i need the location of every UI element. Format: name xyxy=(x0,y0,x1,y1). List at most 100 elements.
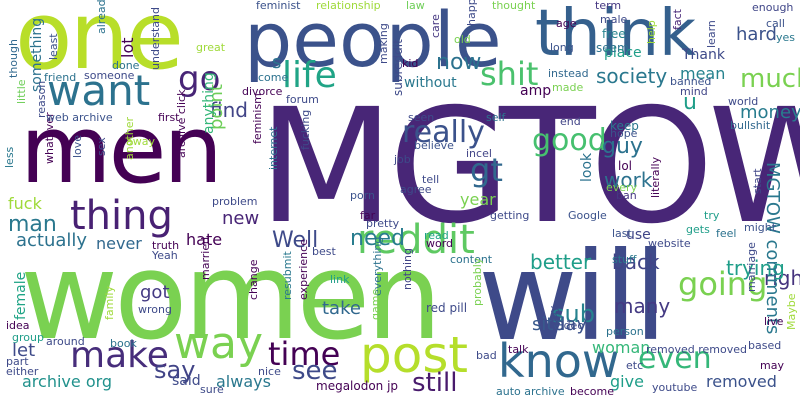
cloud-word: friend xyxy=(44,71,77,84)
cloud-word: male xyxy=(600,13,628,26)
cloud-word: let xyxy=(12,340,36,361)
cloud-word: book xyxy=(110,337,137,350)
cloud-word: job xyxy=(394,153,411,166)
cloud-word: read xyxy=(424,229,449,242)
cloud-word: last xyxy=(612,227,632,240)
cloud-word: banned xyxy=(670,75,712,88)
cloud-word: go xyxy=(178,59,221,99)
cloud-word: find xyxy=(210,98,248,122)
cloud-word: many xyxy=(614,294,671,318)
cloud-word: megalodon jp xyxy=(316,379,399,393)
cloud-word: take xyxy=(322,298,361,319)
cloud-word: etc xyxy=(626,359,644,372)
cloud-word: work xyxy=(604,168,653,192)
cloud-word: link xyxy=(330,273,350,286)
cloud-word: end xyxy=(560,115,581,128)
cloud-word: mind xyxy=(680,85,708,98)
cloud-word: self xyxy=(486,111,506,124)
cloud-word: even xyxy=(638,341,712,376)
cloud-word: pay xyxy=(547,305,560,326)
cloud-word: agree xyxy=(400,183,432,196)
cloud-word: internet xyxy=(267,126,280,171)
cloud-word: life xyxy=(282,55,337,96)
cloud-word: keep xyxy=(610,119,639,133)
cloud-word: reason xyxy=(35,80,48,118)
cloud-word: old xyxy=(454,33,471,46)
cloud-word: day xyxy=(554,314,588,335)
cloud-word: group xyxy=(12,331,44,344)
cloud-word: man xyxy=(8,212,57,237)
cloud-word: will xyxy=(478,226,667,368)
cloud-word: learn xyxy=(705,20,718,48)
cloud-word: live xyxy=(764,315,784,328)
cloud-word: anything xyxy=(201,72,217,134)
cloud-word: incel xyxy=(466,147,492,160)
cloud-word: try xyxy=(704,209,720,222)
cloud-word: feel xyxy=(716,227,737,240)
cloud-word: lol xyxy=(618,159,633,173)
cloud-word: already xyxy=(95,0,108,34)
cloud-word: understand xyxy=(149,7,162,70)
cloud-word: use xyxy=(626,227,651,243)
cloud-word: believe xyxy=(414,139,454,152)
cloud-word: youtube xyxy=(652,381,698,394)
cloud-word: sure xyxy=(200,383,224,396)
cloud-word: best xyxy=(312,245,336,258)
cloud-word: though xyxy=(7,39,20,78)
cloud-word: love xyxy=(71,134,84,158)
cloud-word: year xyxy=(460,190,496,209)
cloud-word: least xyxy=(47,33,60,60)
cloud-word: might xyxy=(744,221,777,234)
cloud-word: website xyxy=(648,237,691,250)
cloud-word: thought xyxy=(492,0,536,12)
cloud-word: game xyxy=(369,288,382,320)
cloud-word: Maybe xyxy=(785,293,798,331)
cloud-word: trying xyxy=(726,256,785,280)
cloud-word: forum xyxy=(286,93,319,106)
cloud-word: enough xyxy=(752,1,794,14)
cloud-word: guy xyxy=(602,134,643,159)
cloud-word: fucking xyxy=(299,109,312,150)
cloud-word: women xyxy=(20,228,442,367)
cloud-word: female xyxy=(13,271,29,320)
cloud-word: auto archive xyxy=(496,385,565,398)
cloud-word: seen xyxy=(408,111,435,124)
cloud-word: around xyxy=(46,335,85,348)
cloud-word: talk xyxy=(508,343,529,356)
cloud-word: time xyxy=(268,335,341,373)
cloud-word: either xyxy=(6,365,39,378)
cloud-word: men xyxy=(20,96,223,205)
cloud-word: nothing xyxy=(401,248,414,290)
cloud-word: without xyxy=(404,75,457,91)
cloud-word: actually xyxy=(16,230,88,251)
cloud-word: see xyxy=(292,356,338,386)
cloud-word: long xyxy=(550,41,574,54)
cloud-word: amp xyxy=(520,83,552,99)
cloud-word: become xyxy=(570,385,615,398)
cloud-word: fact xyxy=(671,9,684,30)
cloud-word: may xyxy=(760,359,784,372)
cloud-word: still xyxy=(412,368,458,398)
cloud-word: hate xyxy=(186,230,223,249)
cloud-word: getting xyxy=(490,209,530,222)
cloud-word: Well xyxy=(272,228,319,253)
cloud-word: shit xyxy=(480,55,539,93)
cloud-word: term xyxy=(595,0,622,12)
cloud-word: pretty xyxy=(366,217,400,230)
cloud-word: s xyxy=(272,52,282,73)
cloud-word: experience xyxy=(297,239,310,300)
cloud-word: someone xyxy=(84,69,135,82)
cloud-word: come xyxy=(258,71,289,84)
cloud-word: care xyxy=(429,14,442,38)
cloud-word: never xyxy=(96,234,142,253)
cloud-word: MGTOW xyxy=(258,75,800,259)
cloud-word: change xyxy=(247,259,260,300)
cloud-word: wrong xyxy=(138,303,172,316)
cloud-word: feminist xyxy=(256,0,301,12)
cloud-word: u xyxy=(683,90,697,115)
cloud-word: hope xyxy=(610,127,638,140)
cloud-word: woman xyxy=(592,338,651,357)
cloud-word: people xyxy=(244,0,502,84)
cloud-word: instead xyxy=(548,67,589,80)
